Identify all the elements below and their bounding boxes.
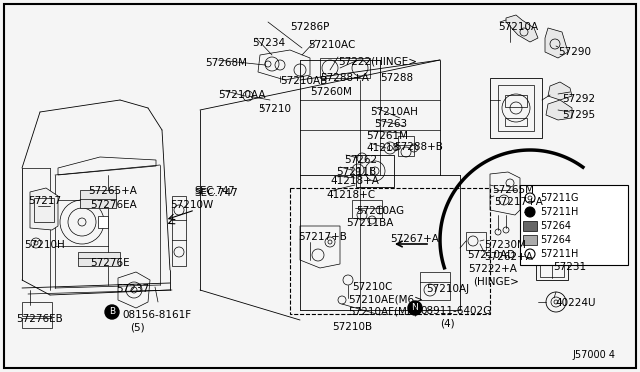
Circle shape <box>105 305 119 319</box>
Text: 57292: 57292 <box>562 94 595 104</box>
Circle shape <box>525 207 535 217</box>
Text: 57288+A: 57288+A <box>320 73 369 83</box>
Text: 57231: 57231 <box>553 262 586 272</box>
Bar <box>320 58 370 78</box>
Text: 57211H: 57211H <box>540 207 579 217</box>
Circle shape <box>528 196 532 200</box>
Bar <box>523 221 537 231</box>
Text: 08156-8161F: 08156-8161F <box>122 310 191 320</box>
Bar <box>523 235 537 245</box>
Text: 57210AD: 57210AD <box>467 250 515 260</box>
Text: 57264: 57264 <box>540 221 571 231</box>
Circle shape <box>525 249 535 259</box>
Bar <box>356 155 394 187</box>
Text: (4): (4) <box>440 318 454 328</box>
Text: B: B <box>109 308 115 317</box>
Text: 57217+B: 57217+B <box>298 232 347 242</box>
Text: 57210W: 57210W <box>170 200 213 210</box>
Text: 57217: 57217 <box>28 196 61 206</box>
Text: 57276EA: 57276EA <box>90 200 137 210</box>
Text: 57210AG: 57210AG <box>356 206 404 216</box>
Text: 57210AH: 57210AH <box>370 107 418 117</box>
Text: 57288: 57288 <box>380 73 413 83</box>
Text: 08911-6402G: 08911-6402G <box>420 306 492 316</box>
Bar <box>490 78 542 138</box>
Text: 41218+A: 41218+A <box>330 176 379 186</box>
Text: 57222+A: 57222+A <box>468 264 517 274</box>
Bar <box>505 118 527 126</box>
Text: 57237: 57237 <box>116 284 149 294</box>
Bar <box>34 198 54 222</box>
Bar <box>520 185 628 265</box>
Bar <box>78 252 120 266</box>
Text: 57261M: 57261M <box>366 131 408 141</box>
Text: 57263: 57263 <box>374 119 407 129</box>
Text: 57210H: 57210H <box>24 240 65 250</box>
Bar <box>540 259 564 277</box>
Bar <box>98 216 108 228</box>
Text: 57265+A: 57265+A <box>88 186 137 196</box>
Text: SEC.747: SEC.747 <box>194 188 237 198</box>
Text: 57211H: 57211H <box>540 249 579 259</box>
Polygon shape <box>30 188 58 230</box>
Bar <box>80 190 116 208</box>
Bar <box>352 200 382 218</box>
Text: 57290: 57290 <box>558 47 591 57</box>
Text: 57210AC: 57210AC <box>308 40 355 50</box>
Text: 57210: 57210 <box>258 104 291 114</box>
Text: 57268M: 57268M <box>205 58 247 68</box>
Bar <box>498 85 534 131</box>
Polygon shape <box>545 28 568 58</box>
Circle shape <box>525 193 535 203</box>
Text: 57210AA: 57210AA <box>218 90 266 100</box>
Text: 57295: 57295 <box>562 110 595 120</box>
Text: 57210B: 57210B <box>332 322 372 332</box>
Text: 57262+A: 57262+A <box>484 252 533 262</box>
Text: 57211BA: 57211BA <box>346 218 394 228</box>
Text: 57211B: 57211B <box>336 167 376 177</box>
Polygon shape <box>546 100 572 120</box>
Bar <box>290 188 490 314</box>
Text: 57210AF(MB): 57210AF(MB) <box>348 306 418 316</box>
Text: 57286P: 57286P <box>290 22 330 32</box>
Text: 57210AB: 57210AB <box>280 76 327 86</box>
Text: (5): (5) <box>130 322 145 332</box>
Text: 57265M: 57265M <box>492 185 534 195</box>
Text: 57276E: 57276E <box>90 258 130 268</box>
Text: 57222(HINGE>: 57222(HINGE> <box>338 57 417 67</box>
Text: 57260M: 57260M <box>310 87 352 97</box>
Text: 57264: 57264 <box>540 235 571 245</box>
Text: 57267+A: 57267+A <box>390 234 439 244</box>
Polygon shape <box>506 15 538 42</box>
Text: 57210AE(M6>: 57210AE(M6> <box>348 294 423 304</box>
Text: 57210AJ: 57210AJ <box>426 284 469 294</box>
Text: 57262: 57262 <box>344 155 377 165</box>
Text: 57211G: 57211G <box>540 193 579 203</box>
Circle shape <box>408 301 422 315</box>
Bar <box>172 196 186 266</box>
Text: 40224U: 40224U <box>555 298 595 308</box>
Text: 41218+C: 41218+C <box>326 190 375 200</box>
Text: J57000 4: J57000 4 <box>572 350 615 360</box>
Polygon shape <box>548 82 572 100</box>
Bar <box>398 136 414 156</box>
Text: 57217+A: 57217+A <box>494 197 543 207</box>
Text: (HINGE>: (HINGE> <box>473 276 519 286</box>
Text: 57288+B: 57288+B <box>394 142 443 152</box>
Text: 57276EB: 57276EB <box>16 314 63 324</box>
Bar <box>466 232 486 250</box>
Text: 57210A: 57210A <box>498 22 538 32</box>
Text: 57230M: 57230M <box>484 240 526 250</box>
Text: SEC.747: SEC.747 <box>194 186 235 196</box>
Bar <box>536 256 568 280</box>
Bar <box>22 302 52 316</box>
Bar <box>22 318 52 328</box>
Bar <box>420 272 450 300</box>
Text: 57210C: 57210C <box>352 282 392 292</box>
Text: N: N <box>412 304 419 312</box>
Bar <box>505 95 527 107</box>
Text: 57234: 57234 <box>252 38 285 48</box>
Text: 41218: 41218 <box>366 143 399 153</box>
